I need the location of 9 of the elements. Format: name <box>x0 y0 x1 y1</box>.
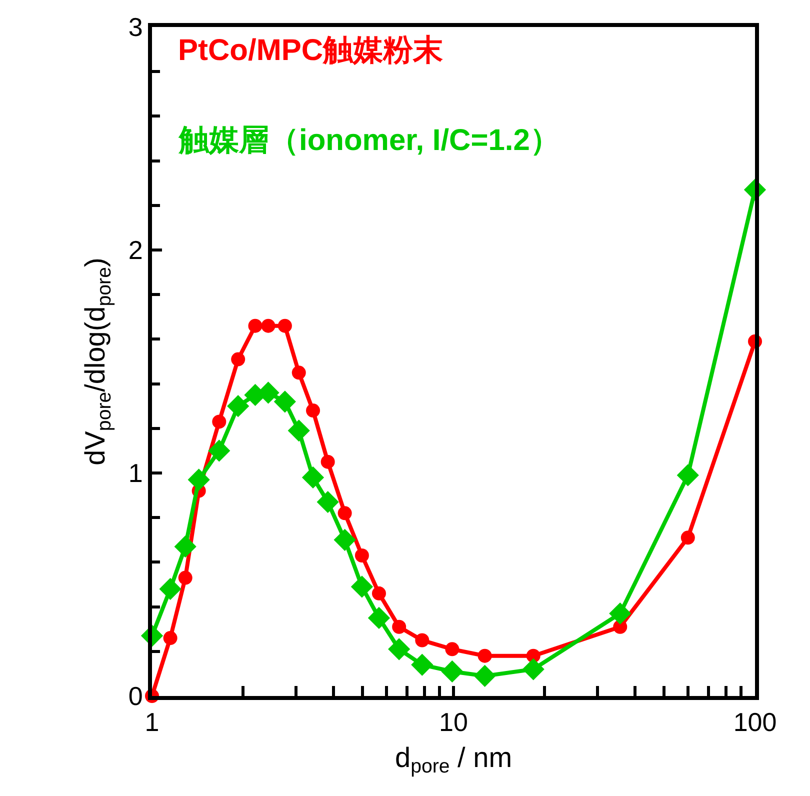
y-tick-label: 0 <box>128 681 143 712</box>
x-axis-title: d$_{pore}$ / nm <box>394 742 512 778</box>
text: PtCo/MPC触媒粉末 <box>178 34 443 67</box>
y-tick-label: 2 <box>128 235 143 266</box>
x-tick-label: 100 <box>733 707 777 738</box>
text: 触媒層（ionomer, I/C=1.2） <box>178 124 560 157</box>
x-tick-label: 10 <box>439 707 468 738</box>
y-tick-label: 1 <box>128 458 143 488</box>
y-tick-label: 3 <box>128 12 143 42</box>
